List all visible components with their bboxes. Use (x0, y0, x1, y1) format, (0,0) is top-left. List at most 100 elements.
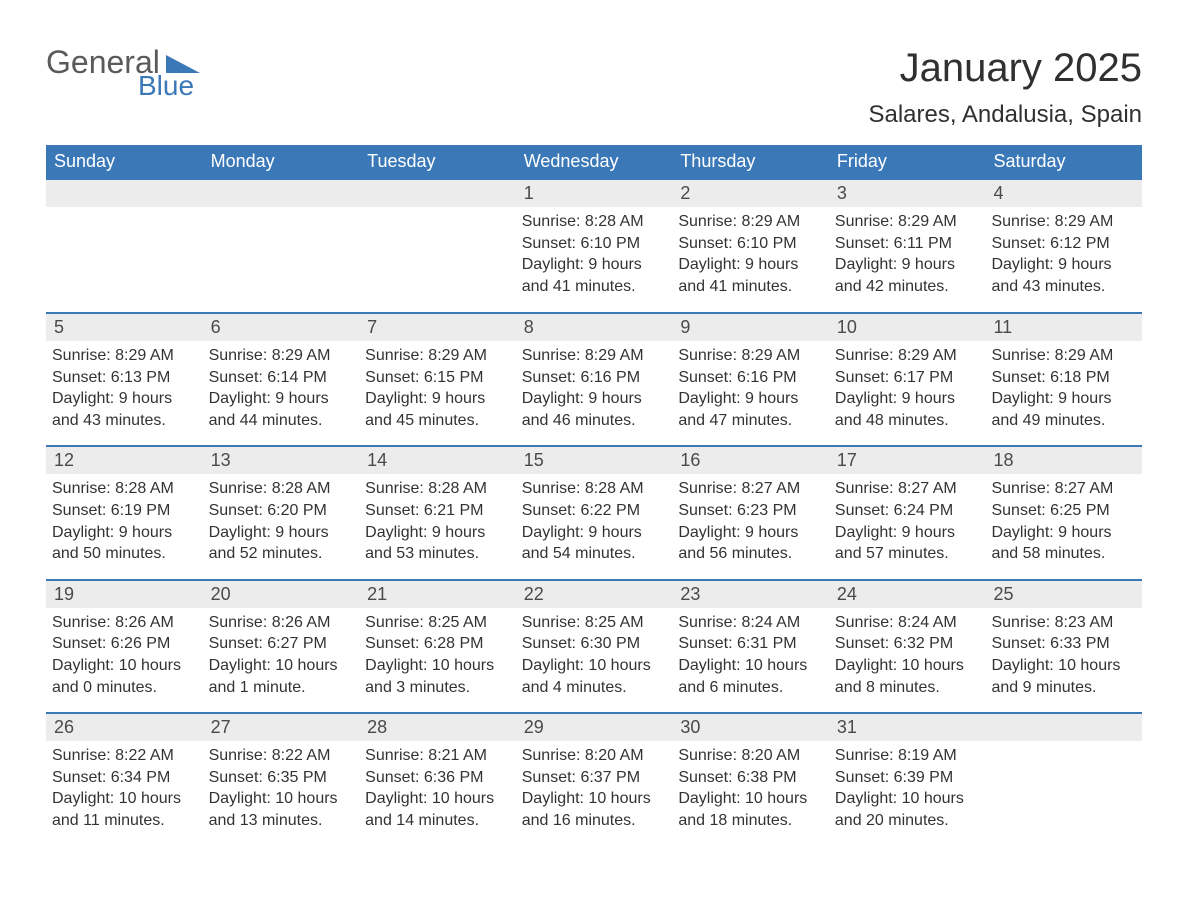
dl2-text: and 50 minutes. (52, 543, 197, 565)
calendar-day (359, 180, 516, 306)
calendar-day: 19Sunrise: 8:26 AMSunset: 6:26 PMDayligh… (46, 581, 203, 706)
sunset-text: Sunset: 6:34 PM (52, 767, 197, 789)
dl1-text: Daylight: 9 hours (678, 254, 823, 276)
calendar-day: 9Sunrise: 8:29 AMSunset: 6:16 PMDaylight… (672, 314, 829, 439)
day-number: 22 (516, 581, 673, 608)
calendar-day: 6Sunrise: 8:29 AMSunset: 6:14 PMDaylight… (203, 314, 360, 439)
calendar-day: 22Sunrise: 8:25 AMSunset: 6:30 PMDayligh… (516, 581, 673, 706)
calendar: Sunday Monday Tuesday Wednesday Thursday… (46, 145, 1142, 840)
sunset-text: Sunset: 6:35 PM (209, 767, 354, 789)
sunrise-text: Sunrise: 8:24 AM (835, 612, 980, 634)
day-number: 31 (829, 714, 986, 741)
weekday-header: Wednesday (516, 145, 673, 180)
dl2-text: and 45 minutes. (365, 410, 510, 432)
day-number: 6 (203, 314, 360, 341)
calendar-day: 20Sunrise: 8:26 AMSunset: 6:27 PMDayligh… (203, 581, 360, 706)
day-number: 2 (672, 180, 829, 207)
day-number: 21 (359, 581, 516, 608)
dl2-text: and 1 minute. (209, 677, 354, 699)
day-number: 4 (985, 180, 1142, 207)
weekday-header: Thursday (672, 145, 829, 180)
dl1-text: Daylight: 9 hours (991, 254, 1136, 276)
sunset-text: Sunset: 6:26 PM (52, 633, 197, 655)
sunrise-text: Sunrise: 8:23 AM (991, 612, 1136, 634)
dl1-text: Daylight: 9 hours (678, 388, 823, 410)
day-number (46, 180, 203, 207)
sunset-text: Sunset: 6:24 PM (835, 500, 980, 522)
dl1-text: Daylight: 10 hours (365, 788, 510, 810)
dl2-text: and 41 minutes. (522, 276, 667, 298)
sunrise-text: Sunrise: 8:24 AM (678, 612, 823, 634)
sunrise-text: Sunrise: 8:27 AM (991, 478, 1136, 500)
dl1-text: Daylight: 10 hours (52, 655, 197, 677)
calendar-day: 17Sunrise: 8:27 AMSunset: 6:24 PMDayligh… (829, 447, 986, 572)
dl1-text: Daylight: 10 hours (209, 655, 354, 677)
dl1-text: Daylight: 10 hours (522, 655, 667, 677)
sunrise-text: Sunrise: 8:21 AM (365, 745, 510, 767)
calendar-day: 29 Sunrise: 8:20 AMSunset: 6:37 PMDayligh… (516, 714, 673, 839)
calendar-week: 19Sunrise: 8:26 AMSunset: 6:26 PMDayligh… (46, 579, 1142, 706)
day-number: 16 (672, 447, 829, 474)
sunset-text: Sunset: 6:38 PM (678, 767, 823, 789)
dl1-text: Daylight: 10 hours (522, 788, 667, 810)
sunrise-text: Sunrise: 8:29 AM (52, 345, 197, 367)
calendar-day: 28Sunrise: 8:21 AMSunset: 6:36 PMDayligh… (359, 714, 516, 839)
day-number: 19 (46, 581, 203, 608)
sunrise-text: Sunrise: 8:27 AM (678, 478, 823, 500)
day-number: 18 (985, 447, 1142, 474)
dl2-text: and 18 minutes. (678, 810, 823, 832)
day-number: 23 (672, 581, 829, 608)
calendar-day: 26Sunrise: 8:22 AMSunset: 6:34 PMDayligh… (46, 714, 203, 839)
calendar-day: 25Sunrise: 8:23 AMSunset: 6:33 PMDayligh… (985, 581, 1142, 706)
sunrise-text: Sunrise: 8:28 AM (522, 211, 667, 233)
calendar-day: 10Sunrise: 8:29 AMSunset: 6:17 PMDayligh… (829, 314, 986, 439)
calendar-day: 2Sunrise: 8:29 AMSunset: 6:10 PMDaylight… (672, 180, 829, 306)
calendar-day: 7Sunrise: 8:29 AMSunset: 6:15 PMDaylight… (359, 314, 516, 439)
dl2-text: and 11 minutes. (52, 810, 197, 832)
day-number: 7 (359, 314, 516, 341)
sunset-text: Sunset: 6:10 PM (678, 233, 823, 255)
calendar-day (985, 714, 1142, 839)
sunrise-text: Sunrise: 8:28 AM (522, 478, 667, 500)
header: General Blue January 2025 Salares, Andal… (46, 46, 1142, 139)
calendar-week: 5Sunrise: 8:29 AMSunset: 6:13 PMDaylight… (46, 312, 1142, 439)
dl1-text: Daylight: 10 hours (365, 655, 510, 677)
sunrise-text: Sunrise: 8:29 AM (835, 211, 980, 233)
dl1-text: Daylight: 9 hours (991, 522, 1136, 544)
sunrise-text: Sunrise: 8:20 AM (522, 745, 667, 767)
day-number: 17 (829, 447, 986, 474)
day-number: 3 (829, 180, 986, 207)
dl2-text: and 58 minutes. (991, 543, 1136, 565)
sunset-text: Sunset: 6:32 PM (835, 633, 980, 655)
day-number: 25 (985, 581, 1142, 608)
sunrise-text: Sunrise: 8:25 AM (522, 612, 667, 634)
day-number: 26 (46, 714, 203, 741)
dl1-text: Daylight: 9 hours (991, 388, 1136, 410)
dl2-text: and 54 minutes. (522, 543, 667, 565)
dl2-text: and 43 minutes. (52, 410, 197, 432)
dl1-text: Daylight: 9 hours (835, 388, 980, 410)
sunrise-text: Sunrise: 8:22 AM (52, 745, 197, 767)
sunrise-text: Sunrise: 8:29 AM (991, 345, 1136, 367)
calendar-day: 16Sunrise: 8:27 AMSunset: 6:23 PMDayligh… (672, 447, 829, 572)
sunset-text: Sunset: 6:16 PM (522, 367, 667, 389)
calendar-day: 4Sunrise: 8:29 AMSunset: 6:12 PMDaylight… (985, 180, 1142, 306)
sunset-text: Sunset: 6:12 PM (991, 233, 1136, 255)
brand-word-2: Blue (138, 72, 200, 100)
sunset-text: Sunset: 6:27 PM (209, 633, 354, 655)
sunset-text: Sunset: 6:33 PM (991, 633, 1136, 655)
sunset-text: Sunset: 6:21 PM (365, 500, 510, 522)
sunset-text: Sunset: 6:37 PM (522, 767, 667, 789)
dl2-text: and 53 minutes. (365, 543, 510, 565)
dl1-text: Daylight: 9 hours (52, 522, 197, 544)
day-number: 12 (46, 447, 203, 474)
dl1-text: Daylight: 9 hours (678, 522, 823, 544)
dl2-text: and 13 minutes. (209, 810, 354, 832)
dl2-text: and 6 minutes. (678, 677, 823, 699)
day-number: 13 (203, 447, 360, 474)
day-number: 29 (516, 714, 673, 741)
dl2-text: and 9 minutes. (991, 677, 1136, 699)
sunset-text: Sunset: 6:36 PM (365, 767, 510, 789)
weekday-header: Monday (203, 145, 360, 180)
dl1-text: Daylight: 9 hours (835, 522, 980, 544)
